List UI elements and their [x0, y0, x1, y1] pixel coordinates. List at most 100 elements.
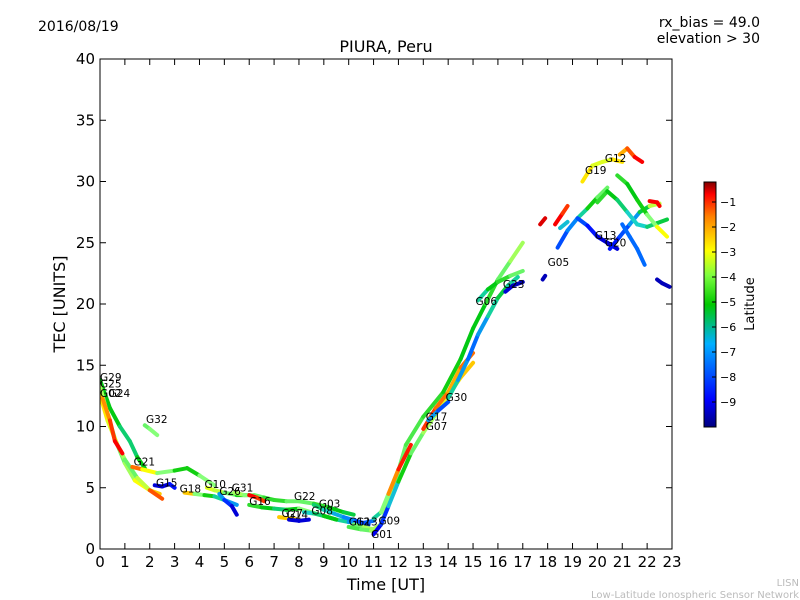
trace-segment [458, 360, 476, 380]
trace-segment [458, 326, 476, 362]
series-layer [100, 146, 672, 537]
series-g12b [617, 146, 645, 164]
trace-segment [254, 495, 267, 504]
series-g31 [232, 490, 356, 517]
x-tick-label: 21 [613, 553, 632, 571]
trace-segment [259, 505, 277, 511]
satellite-label: G09 [379, 516, 401, 528]
trace-segment [100, 377, 112, 411]
trace-segment [605, 189, 620, 202]
trace-segment [272, 506, 289, 512]
x-tick-label: 20 [588, 553, 607, 571]
series-g09 [371, 442, 413, 521]
series-g30b [647, 199, 662, 208]
satellite-label: G21 [134, 457, 156, 469]
y-tick-label: 35 [76, 111, 95, 129]
x-tick-label: 23 [662, 553, 681, 571]
satellite-label: G01 [371, 529, 393, 541]
trace-segment [436, 400, 451, 413]
trace-segment [147, 488, 165, 501]
trace-segment [627, 234, 640, 251]
trace-segment [655, 200, 662, 208]
series-g27b [558, 219, 570, 231]
trace-segment [471, 302, 488, 331]
satellite-label: G12 [605, 153, 627, 165]
satellite-label: G05 [548, 257, 570, 269]
satellite-label: G30 [446, 392, 468, 404]
colorbar [703, 181, 717, 428]
satellite-label: G18 [180, 484, 202, 496]
trace-segment [117, 424, 132, 444]
trace-segment [272, 498, 289, 504]
satellite-label: G14 [287, 509, 309, 521]
trace-segment [538, 216, 548, 227]
trace-segment [580, 163, 595, 184]
trace-segment [408, 430, 426, 456]
y-tick-label: 5 [85, 479, 95, 497]
satellite-label: G13 [595, 230, 617, 242]
x-tick-label: 18 [538, 553, 557, 571]
trace-segment [508, 240, 525, 264]
satellite-label: G13 [356, 517, 378, 529]
trace-segment [426, 408, 441, 423]
satellite-label: G31 [232, 482, 254, 494]
satellite-label: G06 [476, 296, 498, 308]
trace-segment [476, 287, 490, 303]
x-tick-label: 9 [319, 553, 329, 571]
trace-segment [371, 522, 384, 537]
trace-segment [615, 197, 630, 215]
trace-segment [100, 396, 112, 423]
series-g30 [446, 275, 520, 401]
trace-segment [508, 268, 525, 278]
satellite-label: G29 [100, 372, 122, 384]
trace-segment [296, 517, 311, 523]
trace-segment [421, 390, 446, 419]
trace-segment [147, 426, 160, 438]
series-g15 [152, 482, 177, 490]
y-axis-label: TEC [UNITS] [50, 256, 69, 354]
trace-segment [296, 499, 316, 506]
y-tick-label: 40 [76, 50, 95, 68]
satellite-label: G32 [146, 414, 168, 426]
trace-segment [284, 506, 301, 512]
trace-segment [446, 365, 463, 395]
x-tick-label: 13 [414, 553, 433, 571]
trace-segment [585, 195, 600, 211]
series-g14 [287, 517, 311, 523]
series-g12 [346, 240, 525, 533]
satellite-label: G27 [282, 508, 304, 520]
x-tick-label: 8 [294, 553, 304, 571]
trace-segment [635, 197, 650, 217]
chart-title: PIURA, Peru [339, 37, 432, 56]
satellite-label: G10 [204, 479, 226, 491]
trace-segment [645, 212, 660, 229]
colorbar-tick-label: −7 [720, 346, 736, 359]
satellite-label: G19 [585, 165, 607, 177]
trace-segment [185, 466, 202, 478]
trace-segment [122, 461, 137, 483]
y-tick-label: 25 [76, 234, 95, 252]
colorbar-tick-label: −1 [720, 196, 736, 209]
trace-segment [620, 222, 632, 239]
series-g16 [247, 493, 267, 504]
trace-segment [446, 377, 461, 401]
series-g23 [503, 279, 525, 294]
trace-segment [655, 217, 670, 226]
trace-segment [354, 518, 371, 527]
trace-segment [485, 279, 500, 292]
trace-segment [247, 502, 264, 510]
elevation-label: elevation > 30 [657, 31, 760, 47]
satellite-label: G22 [294, 491, 316, 503]
trace-segment [433, 390, 451, 411]
trace-segment [560, 204, 570, 216]
y-tick-label: 0 [85, 540, 95, 558]
series-g32 [142, 423, 160, 438]
trace-segment [135, 475, 152, 493]
series-g20b [595, 189, 670, 229]
x-tick-label: 5 [220, 553, 230, 571]
trace-segment [341, 510, 356, 517]
series-g29 [100, 377, 147, 471]
trace-segment [607, 234, 622, 251]
trace-segment [197, 473, 217, 488]
colorbar-tick-label: −8 [720, 371, 736, 384]
